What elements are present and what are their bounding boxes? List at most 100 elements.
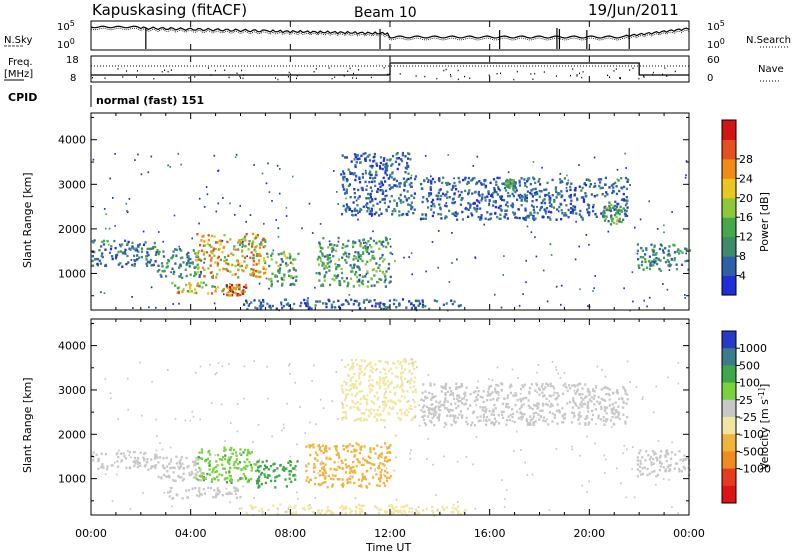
heatmap-cell [382,245,384,247]
heatmap-noise-cell [275,219,277,221]
heatmap-cell [345,463,347,465]
heatmap-cell [375,242,377,244]
heatmap-cell [180,273,182,275]
heatmap-cell [258,259,260,261]
heatmap-cell [270,280,272,282]
heatmap-cell [152,246,154,248]
heatmap-cell [621,398,623,400]
heatmap-cell [356,465,358,467]
heatmap-cell [364,445,366,447]
heatmap-cell [480,217,482,219]
heatmap-cell [429,420,431,422]
heatmap-cell [261,483,263,485]
heatmap-cell [451,424,453,426]
freq-dot [424,76,425,78]
heatmap-noise-cell [432,403,434,405]
heatmap-cell [380,162,382,164]
heatmap-cell [346,277,348,279]
heatmap-cell [658,259,660,261]
heatmap-cell [366,419,368,421]
heatmap-noise-cell [466,456,468,458]
heatmap-cell [372,165,374,167]
heatmap-cell [446,415,448,417]
heatmap-cell [201,458,203,460]
heatmap-noise-cell [345,198,347,200]
heatmap-cell [450,390,452,392]
heatmap-cell [382,403,384,405]
heatmap-cell [389,451,391,453]
heatmap-cell [361,509,363,511]
heatmap-cell [201,451,203,453]
heatmap-cell [349,368,351,370]
velocity-ylabel: Slant Range [km] [21,377,34,473]
heatmap-cell [256,255,258,257]
heatmap-noise-cell [200,366,202,368]
heatmap-cell [171,497,173,499]
heatmap-noise-cell [148,306,150,308]
heatmap-cell [528,399,530,401]
heatmap-noise-cell [508,171,510,173]
x-tick-label: 00:00 [75,527,107,540]
heatmap-cell [493,178,495,180]
colorbar-tick-label: 4 [739,270,746,283]
heatmap-cell [506,419,508,421]
heatmap-noise-cell [279,168,281,170]
heatmap-cell [383,198,385,200]
heatmap-cell [531,383,533,385]
heatmap-cell [468,192,470,194]
heatmap-cell [469,206,471,208]
heatmap-cell [470,393,472,395]
heatmap-cell [605,191,607,193]
heatmap-cell [223,450,225,452]
heatmap-cell [391,195,393,197]
heatmap-cell [568,195,570,197]
heatmap-cell [232,291,234,293]
heatmap-cell [362,464,364,466]
heatmap-cell [478,191,480,193]
heatmap-cell [121,266,123,268]
heatmap-cell [571,385,573,387]
heatmap-cell [532,188,534,190]
colorbar-swatch [722,120,736,140]
heatmap-cell [659,259,661,261]
heatmap-cell [379,165,381,167]
heatmap-cell [133,465,135,467]
heatmap-cell [245,284,247,286]
heatmap-cell [325,472,327,474]
heatmap-cell [583,198,585,200]
heatmap-noise-cell [457,461,459,463]
heatmap-cell [143,459,145,461]
heatmap-cell [190,473,192,475]
heatmap-cell [359,508,361,510]
heatmap-cell [272,463,274,465]
heatmap-cell [402,154,404,156]
heatmap-cell [365,478,367,480]
heatmap-cell [659,456,661,458]
heatmap-cell [681,252,683,254]
heatmap-cell [420,218,422,220]
noise-right-tick-bottom: 100 [707,37,725,52]
heatmap-cell [253,260,255,262]
heatmap-cell [637,258,639,260]
heatmap-noise-cell [110,392,112,394]
heatmap-cell [475,396,477,398]
heatmap-cell [445,394,447,396]
heatmap-cell [199,244,201,246]
heatmap-cell [395,161,397,163]
heatmap-noise-cell [520,194,522,196]
heatmap-cell [556,208,558,210]
cpid-value: normal (fast) 151 [96,94,204,107]
heatmap-cell [192,461,194,463]
heatmap-cell [342,406,344,408]
heatmap-cell [372,251,374,253]
heatmap-cell [195,469,197,471]
heatmap-cell [467,408,469,410]
heatmap-noise-cell [620,482,622,484]
heatmap-cell [120,250,122,252]
heatmap-cell [624,390,626,392]
heatmap-cell [494,388,496,390]
heatmap-noise-cell [218,170,220,172]
heatmap-cell [659,461,661,463]
freq-dot [387,74,388,76]
heatmap-cell [606,412,608,414]
